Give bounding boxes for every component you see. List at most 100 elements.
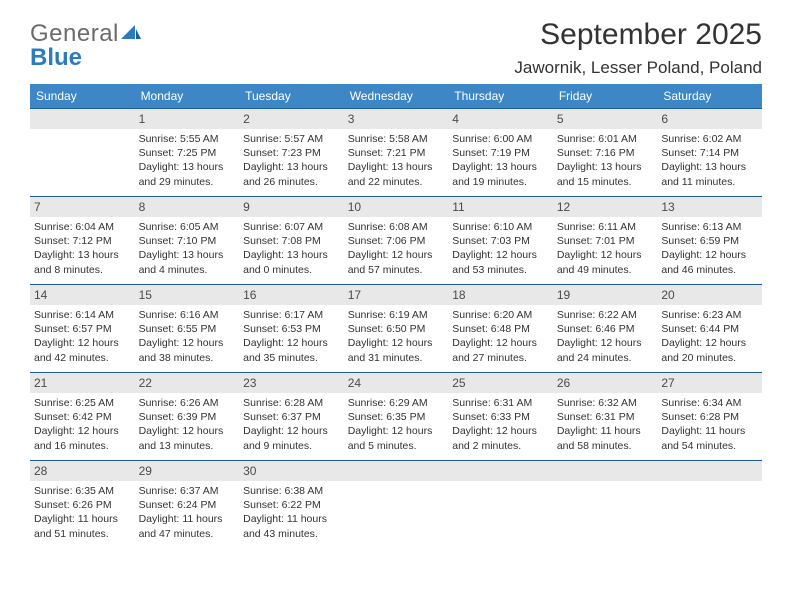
day-info: Sunrise: 6:16 AMSunset: 6:55 PMDaylight:… — [139, 308, 236, 365]
day-info: Sunrise: 6:20 AMSunset: 6:48 PMDaylight:… — [452, 308, 549, 365]
calendar-cell: 17 Sunrise: 6:19 AMSunset: 6:50 PMDayligh… — [344, 284, 449, 372]
daylight-line2: and 46 minutes. — [661, 263, 758, 277]
day-info: Sunrise: 6:01 AMSunset: 7:16 PMDaylight:… — [557, 132, 654, 189]
sunset: Sunset: 6:33 PM — [452, 410, 549, 424]
daylight-line1: Daylight: 12 hours — [139, 336, 236, 350]
daylight-line1: Daylight: 13 hours — [452, 160, 549, 174]
daylight-line1: Daylight: 13 hours — [243, 160, 340, 174]
calendar-header: SundayMondayTuesdayWednesdayThursdayFrid… — [30, 84, 762, 108]
day-number-empty — [657, 460, 762, 481]
sunrise: Sunrise: 6:34 AM — [661, 396, 758, 410]
daylight-line1: Daylight: 12 hours — [348, 248, 445, 262]
weekday-header: Thursday — [448, 84, 553, 108]
daylight-line2: and 13 minutes. — [139, 439, 236, 453]
sunrise: Sunrise: 5:55 AM — [139, 132, 236, 146]
day-number: 26 — [553, 372, 658, 393]
sunset: Sunset: 7:12 PM — [34, 234, 131, 248]
day-number: 14 — [30, 284, 135, 305]
day-info: Sunrise: 6:19 AMSunset: 6:50 PMDaylight:… — [348, 308, 445, 365]
calendar-table: SundayMondayTuesdayWednesdayThursdayFrid… — [30, 84, 762, 548]
sunrise: Sunrise: 6:19 AM — [348, 308, 445, 322]
calendar-cell: 12Sunrise: 6:11 AMSunset: 7:01 PMDayligh… — [553, 196, 658, 284]
day-info: Sunrise: 6:08 AMSunset: 7:06 PMDaylight:… — [348, 220, 445, 277]
day-number: 19 — [553, 284, 658, 305]
daylight-line1: Daylight: 13 hours — [243, 248, 340, 262]
day-info: Sunrise: 5:57 AMSunset: 7:23 PMDaylight:… — [243, 132, 340, 189]
sunset: Sunset: 7:14 PM — [661, 146, 758, 160]
calendar-week: 14Sunrise: 6:14 AMSunset: 6:57 PMDayligh… — [30, 284, 762, 372]
daylight-line1: Daylight: 11 hours — [557, 424, 654, 438]
sunrise: Sunrise: 6:20 AM — [452, 308, 549, 322]
day-info: Sunrise: 6:28 AMSunset: 6:37 PMDaylight:… — [243, 396, 340, 453]
sunset: Sunset: 6:22 PM — [243, 498, 340, 512]
sunset: Sunset: 6:26 PM — [34, 498, 131, 512]
weekday-header: Saturday — [657, 84, 762, 108]
sunrise: Sunrise: 6:08 AM — [348, 220, 445, 234]
calendar-week: 28Sunrise: 6:35 AMSunset: 6:26 PMDayligh… — [30, 460, 762, 548]
calendar-cell: 13Sunrise: 6:13 AMSunset: 6:59 PMDayligh… — [657, 196, 762, 284]
brand-text: General Blue — [30, 22, 141, 70]
daylight-line1: Daylight: 13 hours — [557, 160, 654, 174]
brand-logo: General Blue — [30, 22, 141, 70]
month-title: September 2025 — [514, 18, 762, 52]
daylight-line2: and 19 minutes. — [452, 175, 549, 189]
sunset: Sunset: 6:44 PM — [661, 322, 758, 336]
calendar-cell: 30Sunrise: 6:38 AMSunset: 6:22 PMDayligh… — [239, 460, 344, 548]
day-number: 13 — [657, 196, 762, 217]
day-number: 17 — [344, 284, 449, 305]
daylight-line2: and 26 minutes. — [243, 175, 340, 189]
sunrise: Sunrise: 6:14 AM — [34, 308, 131, 322]
brand-word1: General — [30, 20, 119, 47]
day-info: Sunrise: 6:32 AMSunset: 6:31 PMDaylight:… — [557, 396, 654, 453]
sunrise: Sunrise: 6:25 AM — [34, 396, 131, 410]
calendar-cell: 18Sunrise: 6:20 AMSunset: 6:48 PMDayligh… — [448, 284, 553, 372]
calendar-cell: 19Sunrise: 6:22 AMSunset: 6:46 PMDayligh… — [553, 284, 658, 372]
daylight-line2: and 22 minutes. — [348, 175, 445, 189]
sunset: Sunset: 6:55 PM — [139, 322, 236, 336]
daylight-line1: Daylight: 11 hours — [139, 512, 236, 526]
brand-word2: Blue — [30, 44, 82, 71]
day-number-empty — [553, 460, 658, 481]
calendar-cell: 3Sunrise: 5:58 AMSunset: 7:21 PMDaylight… — [344, 108, 449, 196]
day-number: 29 — [135, 460, 240, 481]
day-number: 6 — [657, 108, 762, 129]
daylight-line2: and 51 minutes. — [34, 527, 131, 541]
day-info: Sunrise: 6:14 AMSunset: 6:57 PMDaylight:… — [34, 308, 131, 365]
daylight-line2: and 16 minutes. — [34, 439, 131, 453]
calendar-cell: 4Sunrise: 6:00 AMSunset: 7:19 PMDaylight… — [448, 108, 553, 196]
sunset: Sunset: 6:57 PM — [34, 322, 131, 336]
sunrise: Sunrise: 5:57 AM — [243, 132, 340, 146]
day-number-empty — [30, 108, 135, 129]
day-number: 10 — [344, 196, 449, 217]
daylight-line2: and 43 minutes. — [243, 527, 340, 541]
calendar-cell: 5Sunrise: 6:01 AMSunset: 7:16 PMDaylight… — [553, 108, 658, 196]
sunset: Sunset: 7:03 PM — [452, 234, 549, 248]
daylight-line2: and 58 minutes. — [557, 439, 654, 453]
daylight-line2: and 31 minutes. — [348, 351, 445, 365]
day-number: 28 — [30, 460, 135, 481]
weekday-header: Sunday — [30, 84, 135, 108]
sunset: Sunset: 7:01 PM — [557, 234, 654, 248]
sunrise: Sunrise: 6:04 AM — [34, 220, 131, 234]
daylight-line1: Daylight: 13 hours — [348, 160, 445, 174]
daylight-line2: and 29 minutes. — [139, 175, 236, 189]
calendar-cell: 8Sunrise: 6:05 AMSunset: 7:10 PMDaylight… — [135, 196, 240, 284]
sunset: Sunset: 6:48 PM — [452, 322, 549, 336]
day-number: 9 — [239, 196, 344, 217]
calendar-cell: 22Sunrise: 6:26 AMSunset: 6:39 PMDayligh… — [135, 372, 240, 460]
sunrise: Sunrise: 6:28 AM — [243, 396, 340, 410]
daylight-line1: Daylight: 12 hours — [243, 424, 340, 438]
sunset: Sunset: 6:31 PM — [557, 410, 654, 424]
day-info: Sunrise: 6:04 AMSunset: 7:12 PMDaylight:… — [34, 220, 131, 277]
daylight-line1: Daylight: 12 hours — [452, 336, 549, 350]
daylight-line2: and 49 minutes. — [557, 263, 654, 277]
day-number: 4 — [448, 108, 553, 129]
daylight-line1: Daylight: 12 hours — [557, 336, 654, 350]
day-info: Sunrise: 6:10 AMSunset: 7:03 PMDaylight:… — [452, 220, 549, 277]
sunset: Sunset: 6:35 PM — [348, 410, 445, 424]
sunrise: Sunrise: 6:22 AM — [557, 308, 654, 322]
day-info: Sunrise: 6:25 AMSunset: 6:42 PMDaylight:… — [34, 396, 131, 453]
day-number-empty — [448, 460, 553, 481]
sunset: Sunset: 7:21 PM — [348, 146, 445, 160]
daylight-line1: Daylight: 11 hours — [243, 512, 340, 526]
